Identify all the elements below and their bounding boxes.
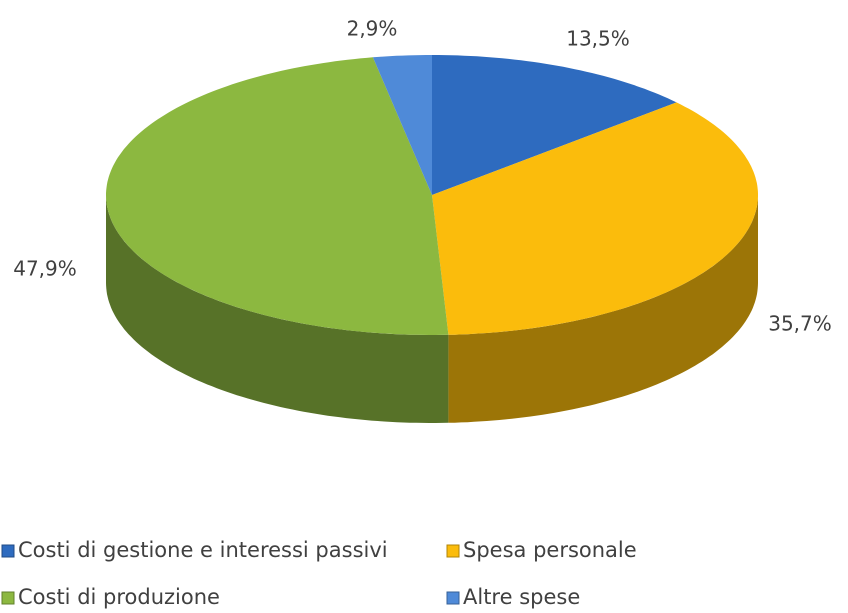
legend-label: Altre spese: [463, 585, 580, 609]
legend-label: Spesa personale: [463, 538, 637, 562]
pie-slice: [432, 102, 758, 335]
legend-swatch: [446, 591, 460, 605]
legend-label: Costi di gestione e interessi passivi: [18, 538, 388, 562]
pie-side: [448, 195, 758, 423]
data-label: 35,7%: [768, 312, 832, 336]
legend-swatch: [446, 544, 460, 558]
data-label: 47,9%: [13, 257, 77, 281]
legend-swatch: [1, 544, 15, 558]
pie-slice: [106, 57, 449, 336]
legend-swatch: [1, 591, 15, 605]
data-label: 13,5%: [566, 27, 630, 51]
pie-slice: [432, 55, 677, 195]
pie-slice: [372, 55, 432, 195]
legend-label: Costi di produzione: [18, 585, 220, 609]
pie-side: [106, 195, 449, 423]
data-label: 2,9%: [347, 17, 398, 41]
